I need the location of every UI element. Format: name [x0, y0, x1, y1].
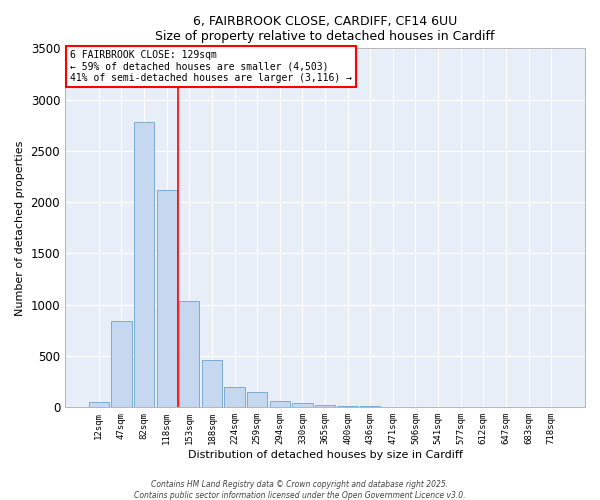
Bar — [179, 300, 199, 408]
Bar — [157, 190, 177, 408]
Title: 6, FAIRBROOK CLOSE, CARDIFF, CF14 6UU
Size of property relative to detached hous: 6, FAIRBROOK CLOSE, CARDIFF, CF14 6UU Si… — [155, 15, 495, 43]
Text: 6 FAIRBROOK CLOSE: 129sqm
← 59% of detached houses are smaller (4,503)
41% of se: 6 FAIRBROOK CLOSE: 129sqm ← 59% of detac… — [70, 50, 352, 84]
Bar — [224, 387, 245, 407]
Text: Contains HM Land Registry data © Crown copyright and database right 2025.
Contai: Contains HM Land Registry data © Crown c… — [134, 480, 466, 500]
Bar — [292, 403, 313, 407]
Bar — [134, 122, 154, 408]
Bar — [360, 406, 380, 408]
Bar — [89, 402, 109, 407]
Bar — [315, 405, 335, 407]
Bar — [337, 406, 358, 407]
X-axis label: Distribution of detached houses by size in Cardiff: Distribution of detached houses by size … — [188, 450, 463, 460]
Bar — [383, 406, 403, 408]
Bar — [247, 392, 268, 407]
Bar — [269, 400, 290, 407]
Y-axis label: Number of detached properties: Number of detached properties — [15, 140, 25, 316]
Bar — [111, 321, 131, 408]
Bar — [202, 360, 222, 408]
